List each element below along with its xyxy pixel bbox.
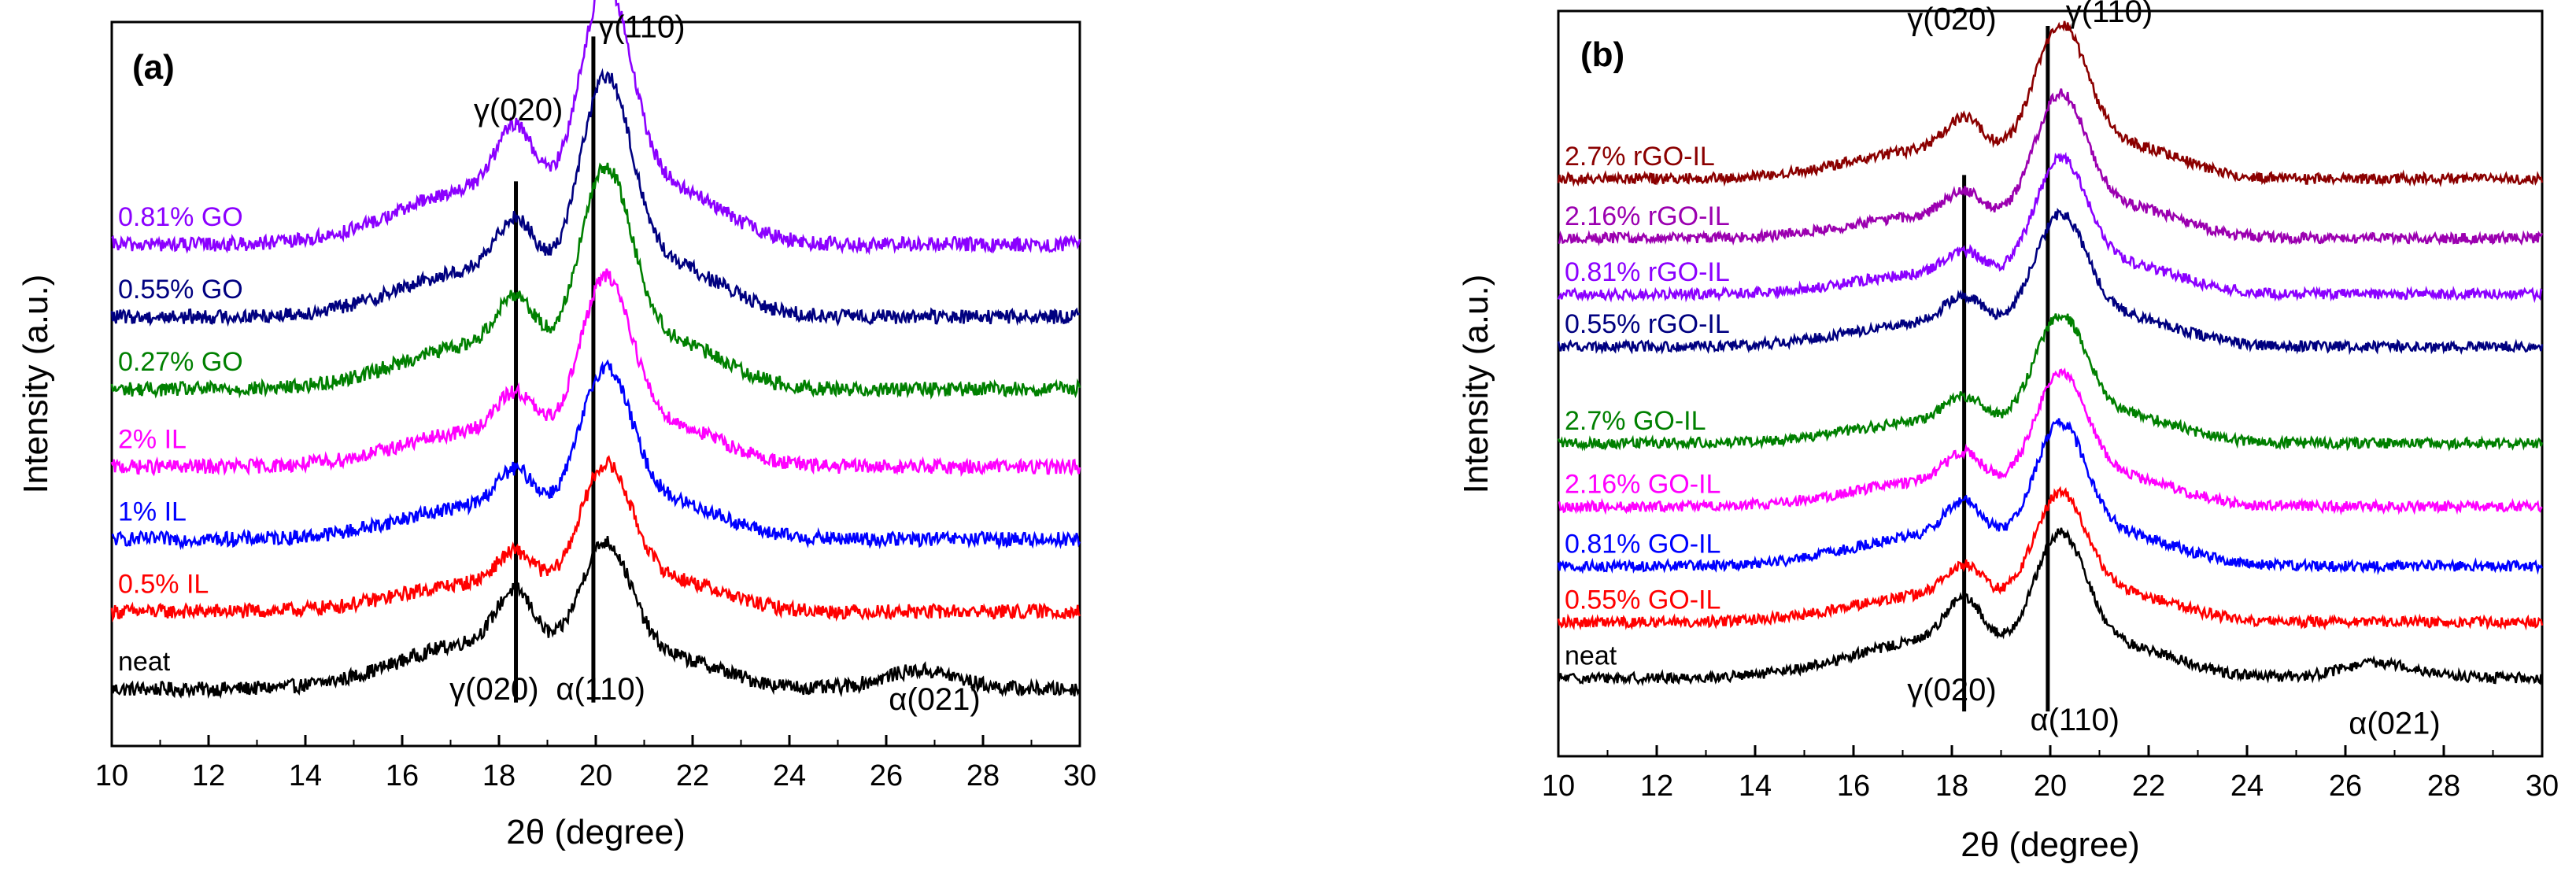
- x-tick-label: 10: [1542, 770, 1575, 803]
- panel-a-x-ticks: [110, 735, 1081, 746]
- panel-b-series-lines: [1557, 20, 2544, 687]
- series-label: 0.81% GO: [118, 202, 243, 232]
- x-tick-label: 30: [1063, 759, 1096, 792]
- panel-a-x-tick-labels: 10 12 14 16 18 20 22 24 26 28 30: [95, 759, 1096, 792]
- x-tick-label: 26: [870, 759, 903, 792]
- panel-a-y-axis-title: Intensity (a.u.): [17, 275, 55, 494]
- series-line-0-81-go-il: [1557, 418, 2544, 575]
- series-label: 2.7% GO-IL: [1565, 406, 1706, 436]
- series-line-0-81-rgo-il: [1557, 151, 2543, 304]
- series-line-2-16-go-il: [1558, 367, 2543, 516]
- series-label: 0.55% GO: [118, 275, 243, 305]
- series-line-0-55-go: [110, 68, 1081, 327]
- series-label: 2.16% GO-IL: [1565, 470, 1720, 500]
- series-label: 1% IL: [118, 497, 187, 526]
- series-line-neat: [1557, 527, 2544, 687]
- peak-annotation: γ(110): [2066, 0, 2153, 29]
- peak-annotation: α(021): [889, 682, 981, 717]
- series-line-0-55-rgo-il: [1557, 207, 2544, 356]
- x-tick-label: 24: [2230, 770, 2264, 803]
- panel-a-series-labels: neat 0.5% IL 1% IL 2% IL 0.27% GO 0.55% GO 0.8…: [118, 202, 243, 677]
- peak-annotation: α(110): [556, 672, 645, 707]
- series-line-0-81-go: [111, 0, 1081, 256]
- x-tick-label: 12: [192, 759, 225, 792]
- panel-a-x-axis-title: 2θ (degree): [506, 813, 685, 851]
- panel-b-x-ticks: [1557, 745, 2544, 756]
- panel-a-label: (a): [132, 48, 175, 87]
- peak-annotation: γ(020): [474, 93, 563, 127]
- x-tick-label: 30: [2526, 770, 2559, 803]
- x-tick-label: 22: [2132, 770, 2165, 803]
- panel-b-x-axis-title: 2θ (degree): [1961, 825, 2139, 864]
- series-line-neat: [110, 535, 1081, 700]
- x-tick-label: 28: [2427, 770, 2460, 803]
- x-tick-label: 10: [95, 759, 128, 792]
- series-label: 2.7% rGO-IL: [1565, 142, 1715, 172]
- panel-a-series-lines: [110, 0, 1081, 700]
- series-label: 2.16% rGO-IL: [1565, 201, 1730, 231]
- x-tick-label: 14: [289, 759, 322, 792]
- series-line-2-16-rgo-il: [1558, 88, 2544, 247]
- x-tick-label: 26: [2329, 770, 2362, 803]
- x-tick-label: 24: [773, 759, 806, 792]
- peak-annotation: γ(020): [1907, 2, 1996, 37]
- series-line-0-27-go: [110, 162, 1081, 400]
- x-tick-label: 14: [1739, 770, 1772, 803]
- x-tick-label: 16: [386, 759, 419, 792]
- panel-b-annotations: γ(020) γ(110) γ(020) α(110) α(021): [1907, 0, 2440, 741]
- series-line-0-55-go-il: [1557, 486, 2544, 631]
- x-tick-label: 28: [966, 759, 1000, 792]
- series-label: 0.55% GO-IL: [1565, 585, 1720, 615]
- x-tick-label: 18: [482, 759, 516, 792]
- series-line-1-il: [111, 359, 1081, 551]
- panel-b-x-tick-labels: 10 12 14 16 18 20 22 24 26 28 30: [1542, 770, 2559, 803]
- x-tick-label: 20: [2034, 770, 2067, 803]
- panel-b-chart: (b) neat 0.55% GO-IL 0.81% GO-IL 2.16% GO-I…: [1457, 0, 2559, 864]
- peak-annotation: α(110): [2030, 703, 2120, 737]
- panel-a-annotations: γ(020) γ(110) γ(020) α(110) α(021): [449, 10, 981, 717]
- x-tick-label: 22: [676, 759, 709, 792]
- panel-a-chart: (a) neat 0.5% IL 1% IL 2% IL 0.27% GO 0.55% G…: [17, 0, 1096, 851]
- panel-a-reference-lines: [514, 36, 596, 703]
- peak-annotation: γ(020): [1907, 673, 1996, 707]
- series-line-2-7-go-il: [1557, 313, 2544, 452]
- series-line-2-7-rgo-il: [1557, 20, 2544, 188]
- series-line-0-5-il: [110, 455, 1081, 623]
- peak-annotation: α(021): [2349, 707, 2441, 741]
- panel-b-label: (b): [1580, 35, 1624, 74]
- x-tick-label: 20: [579, 759, 612, 792]
- panel-b-series-labels: neat 0.55% GO-IL 0.81% GO-IL 2.16% GO-IL 2.7…: [1565, 142, 1730, 670]
- peak-annotation: γ(020): [449, 672, 538, 707]
- series-label: 0.81% rGO-IL: [1565, 257, 1730, 287]
- series-label: 0.5% IL: [118, 569, 209, 599]
- panel-b-y-axis-title: Intensity (a.u.): [1457, 275, 1495, 494]
- series-label: neat: [118, 647, 171, 677]
- series-label: 2% IL: [118, 424, 187, 454]
- series-label: 0.27% GO: [118, 347, 243, 377]
- panel-b-reference-lines: [1962, 25, 2050, 712]
- series-label: 0.81% GO-IL: [1565, 529, 1720, 559]
- series-line-2-il: [110, 268, 1081, 478]
- series-label: 0.55% rGO-IL: [1565, 309, 1730, 339]
- x-tick-label: 12: [1640, 770, 1673, 803]
- peak-annotation: γ(110): [598, 10, 685, 45]
- x-tick-label: 18: [1935, 770, 1968, 803]
- x-tick-label: 16: [1837, 770, 1870, 803]
- series-label: neat: [1565, 641, 1617, 671]
